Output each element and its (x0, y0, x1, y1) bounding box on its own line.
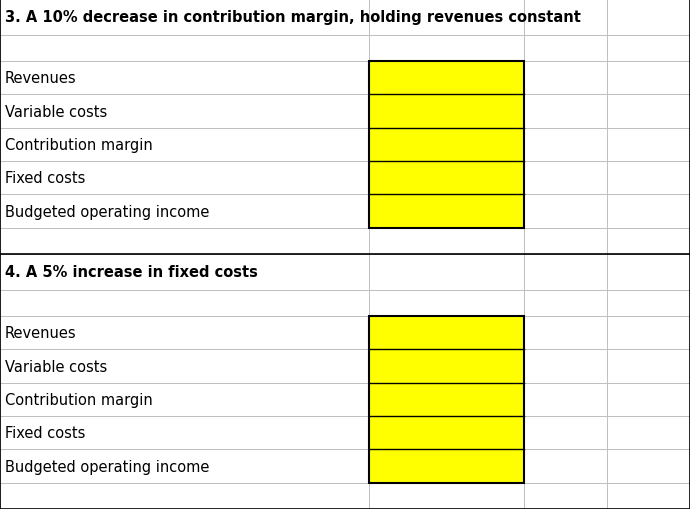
Bar (369, 62, 524, 229)
Text: Fixed costs: Fixed costs (5, 426, 86, 440)
Text: Variable costs: Variable costs (5, 359, 107, 374)
Text: Contribution margin: Contribution margin (5, 137, 152, 153)
Bar (369, 350, 524, 383)
Bar (369, 62, 524, 95)
Bar (369, 316, 524, 483)
Bar (369, 95, 524, 128)
Text: Revenues: Revenues (5, 325, 77, 341)
Text: 3. A 10% decrease in contribution margin, holding revenues constant: 3. A 10% decrease in contribution margin… (5, 10, 581, 25)
Text: Budgeted operating income: Budgeted operating income (5, 204, 209, 219)
Bar (369, 449, 524, 483)
Text: Fixed costs: Fixed costs (5, 171, 86, 186)
Bar (369, 316, 524, 350)
Bar (369, 195, 524, 229)
Text: Budgeted operating income: Budgeted operating income (5, 459, 209, 474)
Text: Variable costs: Variable costs (5, 104, 107, 119)
Text: Contribution margin: Contribution margin (5, 392, 152, 407)
Bar (369, 383, 524, 416)
Text: Revenues: Revenues (5, 71, 77, 86)
Bar (369, 128, 524, 162)
Bar (369, 162, 524, 195)
Bar (369, 416, 524, 449)
Text: 4. A 5% increase in fixed costs: 4. A 5% increase in fixed costs (5, 265, 258, 280)
